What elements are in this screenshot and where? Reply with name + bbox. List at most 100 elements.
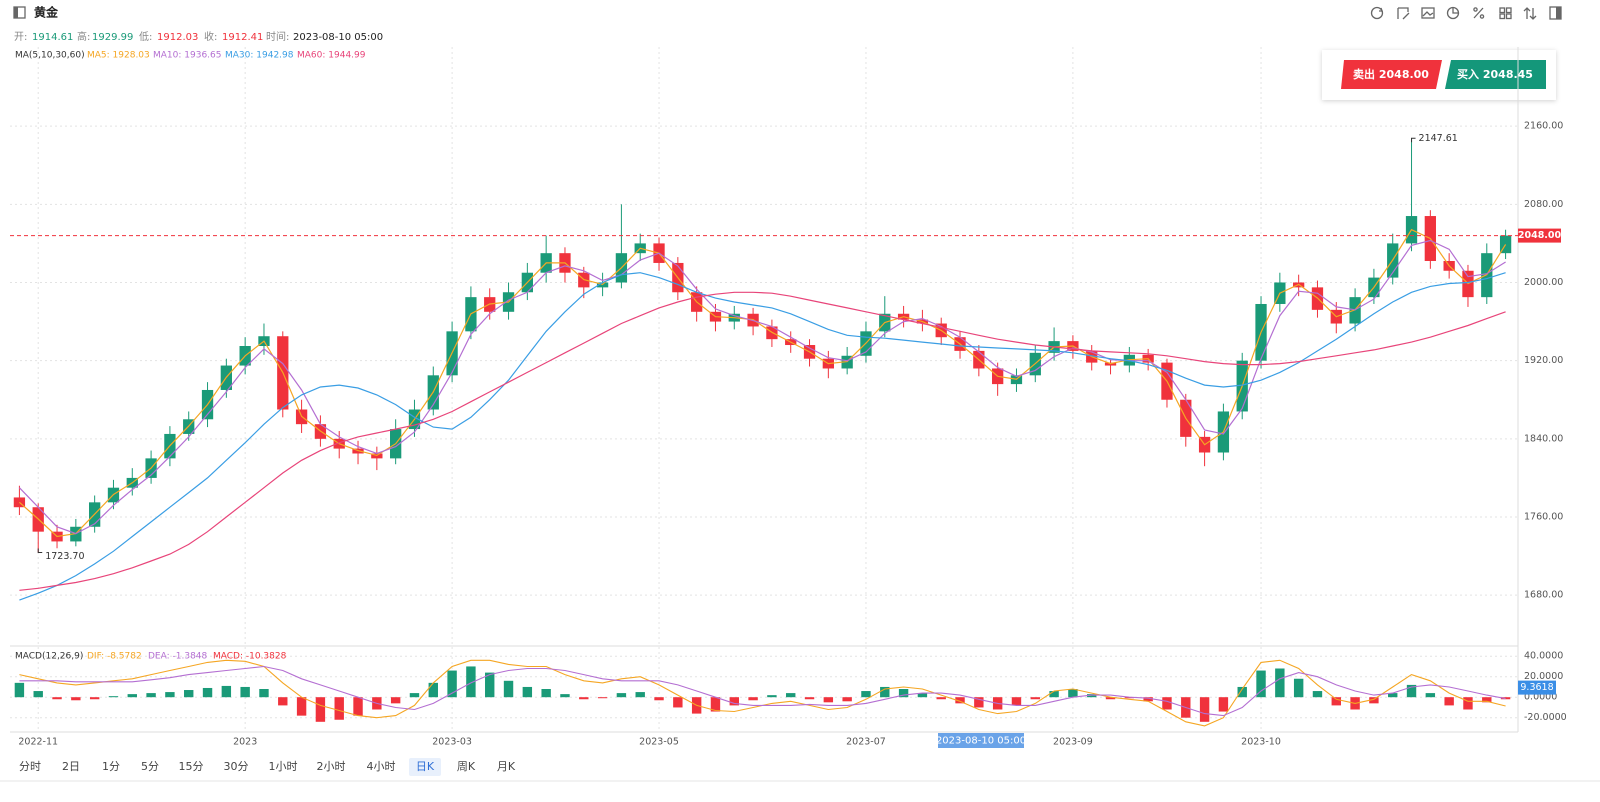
timeframe-tab[interactable]: 1分 bbox=[102, 760, 120, 773]
macd-bar bbox=[1011, 697, 1022, 706]
timeframe-tab[interactable]: 月K bbox=[497, 760, 516, 773]
legend-entry: DIF: -8.5782 bbox=[87, 652, 142, 662]
timeframe-tab[interactable]: 5分 bbox=[141, 760, 159, 773]
macd-bar bbox=[974, 697, 984, 708]
macd-bar bbox=[1237, 686, 1247, 698]
macd-bar bbox=[522, 686, 533, 698]
info-label: 低: bbox=[139, 30, 152, 43]
indicator-button[interactable] bbox=[1446, 6, 1460, 20]
timeframe-tab[interactable]: 2小时 bbox=[317, 760, 346, 773]
info-label: 开: bbox=[14, 32, 27, 43]
macd-bar bbox=[466, 666, 476, 698]
y-tick-label: 0.0000 bbox=[1524, 692, 1557, 703]
macd-bar bbox=[673, 697, 683, 708]
timeframe-tab[interactable]: 30分 bbox=[224, 760, 249, 773]
macd-bar bbox=[654, 697, 664, 701]
info-value: 1912.41 bbox=[222, 32, 263, 43]
crosshair-label: 2023-08-10 05:00 bbox=[936, 736, 1026, 747]
macd-bar bbox=[1068, 689, 1078, 698]
macd-bar bbox=[315, 697, 326, 722]
macd-bar bbox=[409, 693, 420, 698]
sell-button[interactable] bbox=[1341, 60, 1442, 89]
buy-label[interactable]: 买入 2048.45 bbox=[1457, 68, 1533, 81]
y-tick-label: -20.0000 bbox=[1524, 712, 1567, 723]
y-tick-label: 1840.00 bbox=[1524, 433, 1563, 444]
macd-bar bbox=[710, 697, 721, 712]
macd-bar bbox=[1444, 697, 1454, 706]
info-value: 1929.99 bbox=[92, 32, 133, 43]
timeframe-tab[interactable]: 周K bbox=[457, 760, 476, 773]
macd-bar bbox=[767, 695, 777, 698]
macd-bar bbox=[616, 693, 627, 698]
y-tick-label: 2000.00 bbox=[1524, 277, 1563, 288]
macd-bar bbox=[89, 697, 100, 700]
macd-bar bbox=[1425, 693, 1436, 698]
refresh-button[interactable] bbox=[1370, 6, 1384, 20]
y-tick-label: 1680.00 bbox=[1524, 590, 1563, 601]
fullscreen-button[interactable] bbox=[1549, 6, 1562, 20]
candle-body bbox=[1499, 235, 1512, 254]
macd-bar bbox=[1482, 697, 1492, 703]
macd-bar bbox=[390, 697, 401, 704]
macd-bar bbox=[71, 697, 81, 701]
ma-line bbox=[19, 228, 1507, 538]
x-tick-label: 2023-10 bbox=[1241, 737, 1281, 748]
macd-bar bbox=[428, 682, 438, 698]
x-tick-label: 2023-05 bbox=[639, 737, 679, 748]
y-tick-label: 2080.00 bbox=[1524, 199, 1563, 210]
macd-bar bbox=[202, 687, 213, 698]
macd-bar bbox=[221, 685, 232, 698]
active-tab-bg bbox=[409, 758, 441, 776]
macd-bar bbox=[1143, 697, 1153, 702]
timeframe-tab[interactable]: 15分 bbox=[179, 760, 204, 773]
macd-bar bbox=[14, 682, 25, 698]
draw-button[interactable] bbox=[1397, 7, 1410, 20]
timeframe-tab[interactable]: 日K bbox=[416, 760, 435, 773]
sell-label[interactable]: 卖出 2048.00 bbox=[1353, 67, 1429, 81]
macd-bar bbox=[52, 697, 62, 700]
x-tick-label: 2023-03 bbox=[432, 737, 472, 748]
macd-bar bbox=[842, 697, 852, 702]
last-price-badge bbox=[1518, 228, 1561, 243]
macd-bar bbox=[729, 697, 739, 706]
image-button[interactable] bbox=[1421, 7, 1435, 19]
macd-bar bbox=[880, 686, 890, 698]
y-tick-label: 1920.00 bbox=[1524, 355, 1563, 366]
percent-button[interactable] bbox=[1473, 7, 1485, 19]
macd-bar bbox=[165, 692, 175, 698]
info-value: 1914.61 bbox=[32, 32, 73, 43]
macd-bar bbox=[1256, 670, 1266, 698]
macd-bar bbox=[1312, 691, 1323, 698]
layout-button[interactable] bbox=[1499, 7, 1512, 20]
macd-bar bbox=[1331, 697, 1341, 706]
value-badge bbox=[1518, 680, 1556, 695]
macd-bar bbox=[278, 697, 288, 706]
y-tick-label: 20.0000 bbox=[1524, 671, 1563, 682]
macd-bar bbox=[296, 697, 307, 716]
sort-button[interactable] bbox=[1523, 7, 1537, 20]
macd-bar bbox=[184, 690, 194, 698]
macd-bar bbox=[1162, 697, 1172, 710]
ma-line bbox=[18, 239, 1506, 535]
sidebar-toggle[interactable] bbox=[13, 6, 26, 19]
timeframe-tab[interactable]: 2日 bbox=[62, 760, 80, 773]
legend-entry: MA60: 1944.99 bbox=[297, 51, 366, 61]
macd-bar bbox=[259, 689, 269, 698]
timeframe-tab[interactable]: 1小时 bbox=[269, 760, 298, 773]
timeframe-tab[interactable]: 4小时 bbox=[367, 760, 396, 773]
legend-entry: MA30: 1942.98 bbox=[225, 51, 294, 61]
macd-bar bbox=[898, 689, 909, 698]
buy-button[interactable] bbox=[1445, 60, 1546, 89]
info-label: 收: bbox=[204, 30, 217, 43]
max-label: 2147.61 bbox=[1419, 133, 1458, 144]
macd-bar bbox=[127, 694, 137, 698]
macd-bar bbox=[823, 697, 834, 703]
timeframe-tab[interactable]: 分时 bbox=[19, 760, 41, 773]
min-marker bbox=[37, 548, 43, 553]
crosshair-badge bbox=[938, 733, 1024, 748]
value-badge-label: 9.3618 bbox=[1520, 682, 1553, 693]
macd-bar bbox=[804, 697, 815, 700]
macd-bar bbox=[1105, 697, 1116, 700]
info-value: 2023-08-10 05:00 bbox=[293, 32, 383, 43]
info-value: 1912.03 bbox=[157, 32, 198, 43]
